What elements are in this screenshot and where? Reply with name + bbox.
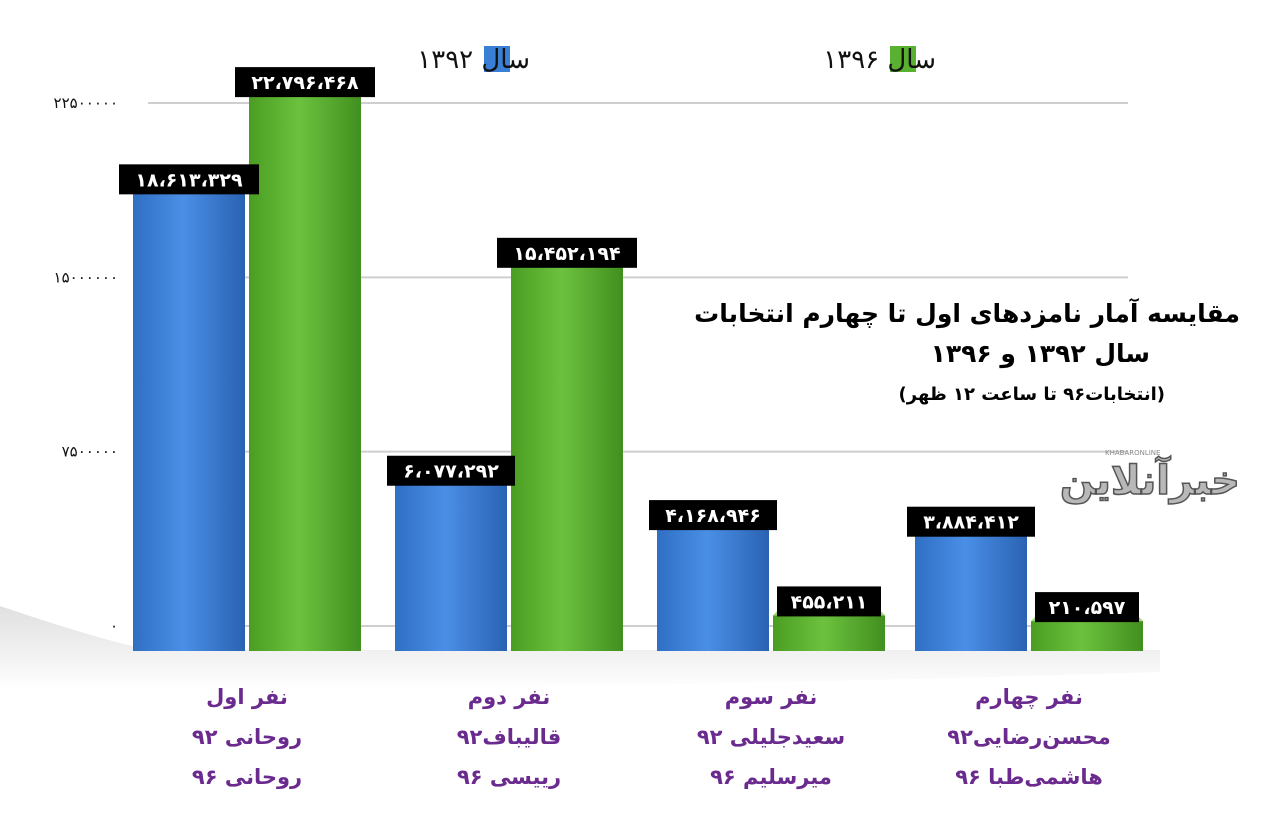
bar-1392-cat1 — [133, 193, 245, 651]
bar-1396-cat4 — [1031, 621, 1143, 651]
value-label: ۳،۸۸۴،۴۱۲ — [923, 512, 1019, 534]
value-label-box — [119, 164, 259, 195]
category-line96: میرسلیم ۹۶ — [710, 765, 832, 789]
category-line92: روحانی ۹۲ — [192, 725, 302, 749]
bar-1392-cat4 — [915, 535, 1027, 651]
category-line92: قالیباف۹۲ — [457, 725, 562, 749]
y-tick-label: ۰ — [110, 617, 118, 635]
value-label: ۲۱۰،۵۹۷ — [1049, 597, 1126, 619]
chart-floor-shadow — [0, 606, 1160, 690]
category-line92: محسن‌رضایی۹۲ — [947, 725, 1110, 749]
value-label: ۴،۱۶۸،۹۴۶ — [665, 505, 761, 527]
value-label-box — [235, 67, 375, 98]
chart-note: (انتخابات۹۶ تا ساعت ۱۲ ظهر) — [899, 384, 1165, 405]
category-line92: سعیدجلیلی ۹۲ — [697, 725, 845, 749]
value-label-box — [777, 586, 881, 617]
bar-1396-cat2 — [511, 266, 623, 651]
category-line96: روحانی ۹۶ — [192, 765, 302, 789]
category-rank: نفر چهارم — [975, 685, 1083, 709]
bar-1396-cat3 — [773, 615, 885, 651]
legend: سال ۱۳۹۲ سال ۱۳۹۶ — [417, 45, 936, 75]
legend-label-1392: سال ۱۳۹۲ — [417, 45, 530, 75]
y-tick-label: ۷۵۰۰۰۰۰ — [62, 443, 118, 461]
value-label: ۱۵،۴۵۲،۱۹۴ — [513, 243, 620, 265]
chart-subtitle: سال ۱۳۹۲ و ۱۳۹۶ — [931, 339, 1150, 369]
y-tick-label: ۱۵۰۰۰۰۰۰ — [54, 268, 118, 286]
value-label-box — [497, 237, 637, 268]
category-labels: نفر اول روحانی ۹۲ روحانی ۹۶ نفر دوم قالیباف۹… — [192, 685, 1111, 789]
value-label: ۴۵۵،۲۱۱ — [791, 591, 868, 613]
value-label: ۱۸،۶۱۳،۳۲۹ — [135, 169, 243, 191]
bar-1396-cat1 — [249, 96, 361, 651]
chart-title: مقایسه آمار نامزدهای اول تا چهارم انتخاب… — [694, 298, 1240, 329]
value-label: ۲۲،۷۹۶،۴۶۸ — [251, 72, 359, 94]
title-block: مقایسه آمار نامزدهای اول تا چهارم انتخاب… — [694, 298, 1240, 405]
bar-1392-cat2 — [395, 484, 507, 651]
khabaronline-logo: KHABARONLINE خبرآنلاین — [1059, 449, 1241, 505]
category-line96: هاشمی‌طبا ۹۶ — [955, 765, 1103, 789]
bar-1392-cat3 — [657, 529, 769, 651]
legend-swatch-1392 — [484, 46, 510, 72]
value-label-box — [387, 455, 515, 486]
value-label: ۶،۰۷۷،۲۹۲ — [403, 461, 499, 483]
value-label-box — [1035, 592, 1139, 623]
category-rank: نفر دوم — [468, 685, 551, 709]
bars — [133, 88, 1143, 651]
legend-swatch-1396 — [890, 46, 916, 72]
y-axis-ticks: ۰ ۷۵۰۰۰۰۰ ۱۵۰۰۰۰۰۰ ۲۲۵۰۰۰۰۰ — [54, 94, 118, 635]
y-tick-label: ۲۲۵۰۰۰۰۰ — [54, 94, 118, 112]
logo-subtext: KHABARONLINE — [1105, 449, 1160, 457]
legend-label-1396: سال ۱۳۹۶ — [823, 45, 936, 75]
logo-text: خبرآنلاین — [1060, 455, 1240, 504]
value-label-box — [907, 506, 1035, 537]
value-labels: ۱۸،۶۱۳،۳۲۹ ۶،۰۷۷،۲۹۲ ۴،۱۶۸،۹۴۶ ۳،۸۸۴،۴۱۲ ۲۲،… — [119, 67, 1139, 623]
value-label-box — [649, 500, 777, 531]
category-line96: رییسی ۹۶ — [457, 765, 561, 789]
category-rank: نفر اول — [206, 685, 288, 709]
category-rank: نفر سوم — [725, 685, 818, 709]
